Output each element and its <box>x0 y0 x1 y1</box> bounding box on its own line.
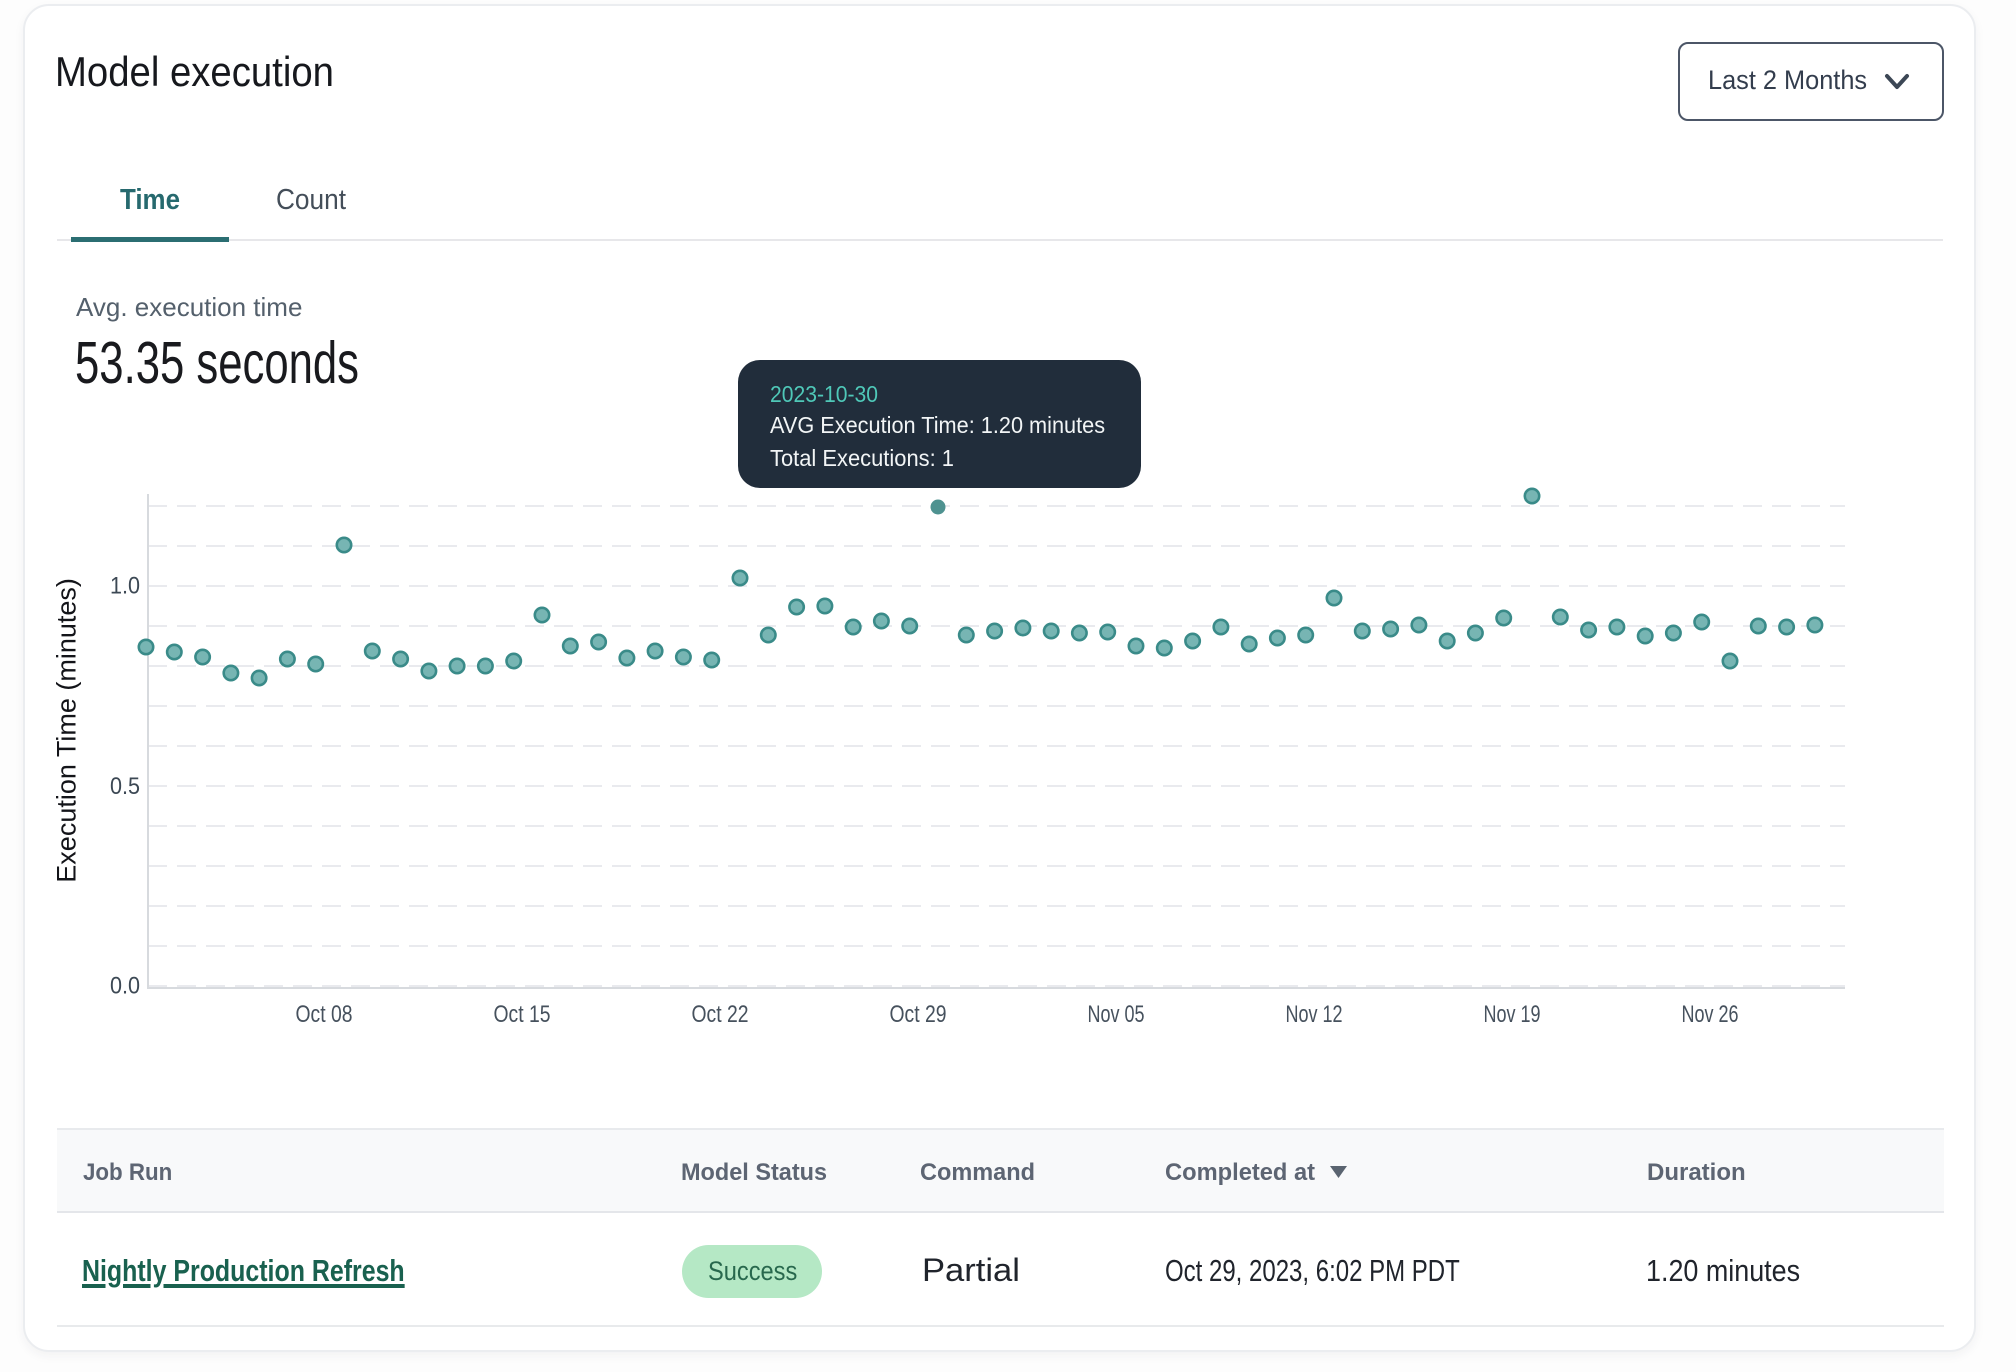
svg-text:Execution Time (minutes): Execution Time (minutes) <box>52 578 82 883</box>
svg-text:Nov 19: Nov 19 <box>1484 1001 1541 1028</box>
svg-text:Nov 05: Nov 05 <box>1088 1001 1145 1028</box>
svg-text:Oct 08: Oct 08 <box>296 1001 353 1028</box>
svg-text:Nov 12: Nov 12 <box>1286 1001 1343 1028</box>
svg-text:0.5: 0.5 <box>110 773 140 800</box>
svg-text:1.0: 1.0 <box>110 572 140 599</box>
svg-text:Oct 15: Oct 15 <box>494 1001 551 1028</box>
svg-text:Nov 26: Nov 26 <box>1682 1001 1739 1028</box>
svg-text:0.0: 0.0 <box>110 973 140 1000</box>
svg-text:Oct 29: Oct 29 <box>890 1001 947 1028</box>
svg-text:Oct 22: Oct 22 <box>692 1001 749 1028</box>
